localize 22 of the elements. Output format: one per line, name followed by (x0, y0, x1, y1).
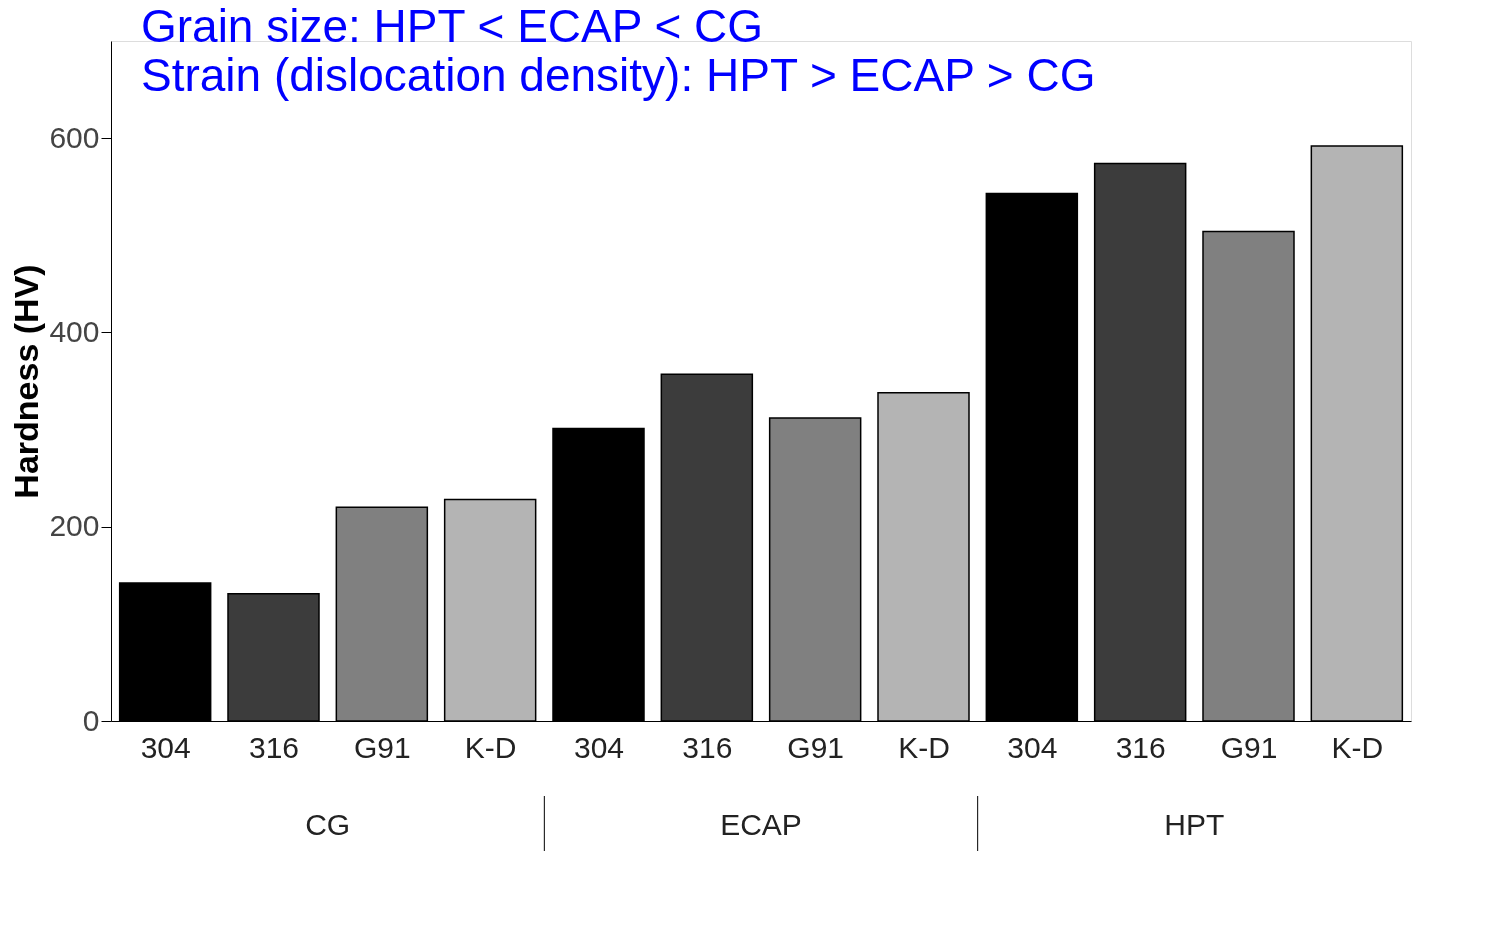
text: CG (305, 808, 351, 841)
y-tick-label: 400 (49, 314, 100, 348)
text: HPT (1164, 808, 1225, 841)
y-tick-label: 600 (49, 120, 100, 154)
x-tick-label: G91 (353, 730, 411, 764)
x-tick-label: 316 (248, 730, 300, 764)
chart-subtitle: Strain (dislocation density): HPT > ECAP > CG (140, 49, 1096, 101)
x-tick-label: G91 (787, 730, 845, 764)
x-tick-label: 316 (1115, 730, 1166, 764)
x-tick-label: G91 (1220, 730, 1278, 764)
y-tick-label: 200 (49, 509, 100, 543)
x-tick-label: K-D (1331, 730, 1384, 764)
y-tick-label: 0 (82, 703, 100, 737)
x-tick-label: 304 (140, 730, 191, 764)
x-tick-label: 316 (682, 730, 733, 764)
chart-title: Grain size: HPT < ECAP < CG (140, 0, 764, 52)
x-tick-label: 304 (1007, 730, 1058, 764)
x-tick-label: K-D (464, 730, 517, 764)
x-tick-label: K-D (898, 730, 950, 764)
text: ECAP (720, 808, 802, 841)
x-tick-label: 304 (573, 730, 625, 764)
y-axis-title: Hardness (HV) (7, 264, 46, 499)
